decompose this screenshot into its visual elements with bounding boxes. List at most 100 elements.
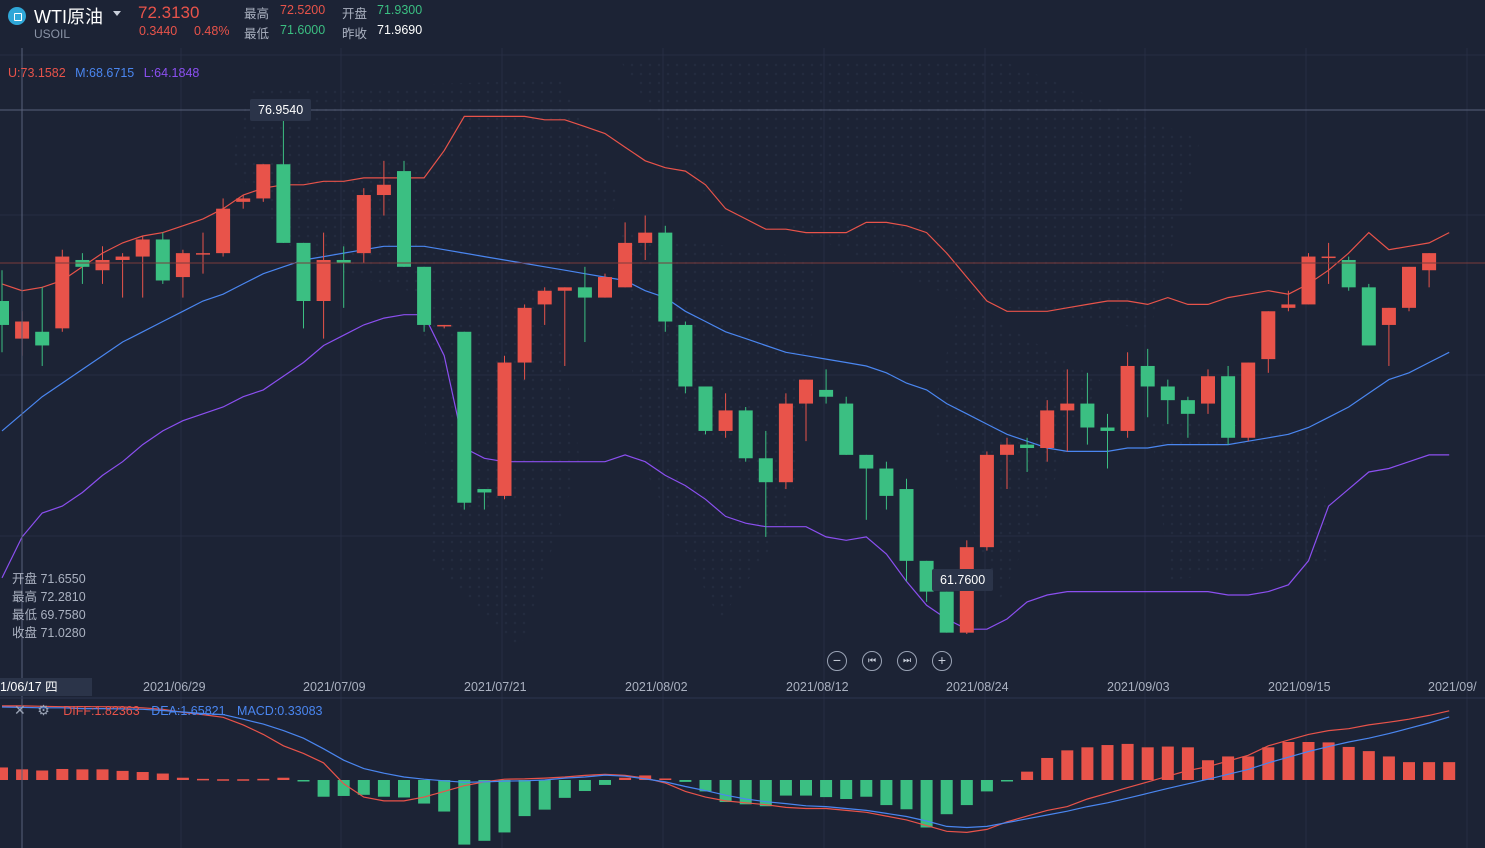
- candle: [497, 355, 512, 500]
- candle: [537, 287, 552, 325]
- scroll-end-button[interactable]: ⏭: [897, 651, 917, 671]
- candle-body: [517, 307, 532, 363]
- candle-body: [1160, 386, 1175, 401]
- candle-body: [859, 454, 874, 469]
- candle-body: [1422, 253, 1437, 271]
- macd-histogram-bar: [297, 780, 310, 782]
- macd-dea-line: [1, 706, 1450, 829]
- candle-body: [537, 290, 552, 305]
- high-label: 最高: [244, 7, 270, 21]
- candle: [55, 249, 70, 332]
- candle-body: [1361, 287, 1376, 346]
- candle: [1180, 396, 1195, 438]
- macd-histogram-bar: [739, 780, 752, 805]
- prev-close-label: 昨收: [342, 27, 368, 41]
- bollinger-lower-value: L:64.1848: [143, 66, 200, 80]
- macd-histogram-bar: [1403, 762, 1415, 780]
- macd-histogram-bar: [1181, 747, 1194, 780]
- candle-body: [1140, 365, 1155, 387]
- candle-body: [497, 362, 512, 496]
- macd-histogram-bar: [1121, 743, 1134, 780]
- macd-histogram-bar: [498, 780, 511, 833]
- chevron-down-icon[interactable]: [113, 11, 121, 16]
- macd-histogram-bar: [558, 780, 571, 798]
- price-change: 0.3440: [139, 24, 178, 38]
- macd-diff-line: [2, 705, 1450, 834]
- macd-histogram-bar: [1342, 746, 1355, 780]
- instrument-code: USOIL: [34, 27, 71, 41]
- candle-body: [899, 489, 914, 561]
- candle-body: [1321, 256, 1336, 259]
- macd-histogram-bar: [1081, 747, 1094, 780]
- bollinger-upper-line: [1, 115, 1450, 312]
- candle-body: [256, 164, 271, 199]
- candle: [1381, 307, 1396, 366]
- macd-histogram-bar: [1101, 745, 1114, 780]
- candle-body: [1221, 376, 1236, 438]
- candle: [336, 246, 351, 308]
- zoom-in-button[interactable]: +: [932, 651, 952, 671]
- zoom-out-button[interactable]: −: [827, 651, 847, 671]
- macd-histogram-bar: [76, 769, 89, 780]
- candle: [316, 232, 331, 339]
- candle: [457, 331, 472, 510]
- date-tick: 2021/09/15: [1268, 680, 1331, 694]
- instrument-logo-icon: [8, 7, 26, 25]
- candle: [658, 225, 673, 332]
- close-icon[interactable]: ✕: [14, 702, 26, 718]
- date-tick: 2021/07/09: [303, 680, 366, 694]
- macd-histogram-bar: [176, 777, 189, 780]
- macd-histogram-bar: [337, 780, 350, 796]
- macd-histogram-bar: [759, 780, 772, 807]
- candle-body: [0, 301, 9, 325]
- instrument-name[interactable]: WTI原油: [34, 7, 103, 27]
- candle: [939, 591, 954, 633]
- macd-histogram-bar: [217, 779, 230, 781]
- candle-body: [1402, 266, 1416, 308]
- date-tick: 2021/09/: [1428, 680, 1477, 694]
- candle: [678, 321, 693, 394]
- candle-body: [276, 164, 291, 243]
- min-price-tag: 61.7600: [932, 569, 994, 591]
- macd-histogram-bar: [136, 772, 149, 780]
- candle: [1261, 311, 1276, 373]
- candle: [95, 246, 110, 284]
- candle: [155, 232, 170, 284]
- candle: [879, 461, 894, 510]
- macd-histogram-bar: [1161, 746, 1174, 780]
- macd-histogram-bar: [1382, 756, 1395, 780]
- macd-histogram-bar: [1061, 750, 1074, 780]
- candle-body: [1261, 311, 1276, 360]
- macd-histogram-bar: [116, 770, 129, 780]
- candle: [618, 222, 633, 288]
- candle: [1080, 372, 1095, 445]
- candle: [0, 270, 9, 353]
- macd-histogram-bar: [940, 780, 953, 815]
- candle-body: [1120, 365, 1135, 431]
- candle-body: [1100, 427, 1115, 431]
- candle-body: [678, 324, 693, 387]
- candles: [0, 114, 1437, 635]
- candle: [859, 454, 874, 520]
- candle: [638, 215, 653, 260]
- macd-histogram-bar: [860, 780, 873, 797]
- candle: [1241, 362, 1256, 442]
- candle-body: [115, 256, 130, 260]
- settings-gear-icon[interactable]: ⚙: [37, 702, 50, 718]
- date-axis: 1/06/17 四 2021/06/29 2021/07/09 2021/07/…: [0, 678, 1485, 696]
- macd-chart: [0, 705, 1456, 845]
- candle-body: [316, 259, 331, 302]
- max-price-tag: 76.9540: [250, 99, 312, 121]
- macd-histogram-bar: [619, 777, 632, 780]
- macd-legend: ✕ ⚙ DIFF:1.82363 DEA:1.65821 MACD:0.3308…: [14, 702, 323, 719]
- candle: [1281, 290, 1296, 312]
- macd-histogram-bar: [538, 780, 551, 810]
- candle: [1020, 437, 1035, 472]
- bollinger-bands: [1, 115, 1450, 630]
- scroll-start-button[interactable]: ⏮: [862, 651, 882, 671]
- candle: [296, 242, 311, 329]
- candle: [1100, 413, 1115, 469]
- macd-histogram-bar: [599, 780, 611, 785]
- candle: [758, 430, 773, 537]
